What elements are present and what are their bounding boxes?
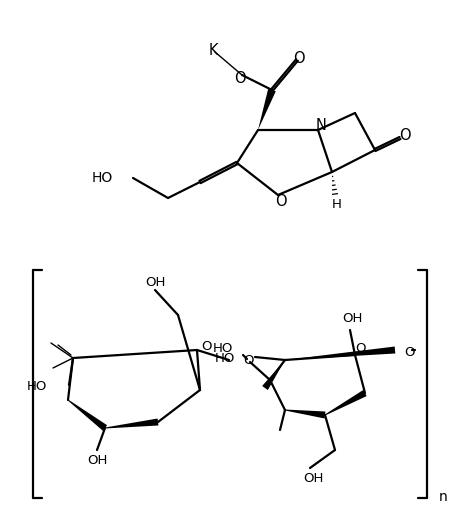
- Text: O: O: [201, 340, 211, 353]
- Text: O: O: [243, 353, 253, 366]
- Polygon shape: [325, 390, 366, 415]
- Text: HO: HO: [92, 171, 113, 185]
- Text: O: O: [234, 71, 246, 86]
- Text: O: O: [404, 346, 414, 358]
- Text: O: O: [355, 342, 365, 354]
- Text: H: H: [332, 197, 342, 211]
- Text: HO: HO: [213, 343, 233, 355]
- Polygon shape: [68, 400, 107, 431]
- Polygon shape: [262, 360, 285, 390]
- Text: K: K: [208, 42, 218, 58]
- Text: OH: OH: [87, 455, 107, 467]
- Text: OH: OH: [145, 275, 165, 289]
- Text: n: n: [438, 490, 447, 504]
- Text: OH: OH: [303, 471, 323, 485]
- Text: N: N: [316, 118, 326, 132]
- Polygon shape: [285, 347, 396, 360]
- Text: O: O: [399, 127, 411, 143]
- Text: HO: HO: [27, 381, 47, 393]
- Text: O: O: [293, 50, 305, 66]
- Polygon shape: [285, 410, 325, 418]
- Text: OH: OH: [342, 312, 362, 325]
- Text: O: O: [275, 193, 287, 209]
- Polygon shape: [258, 89, 276, 130]
- Text: HO: HO: [215, 352, 235, 364]
- Polygon shape: [105, 418, 159, 429]
